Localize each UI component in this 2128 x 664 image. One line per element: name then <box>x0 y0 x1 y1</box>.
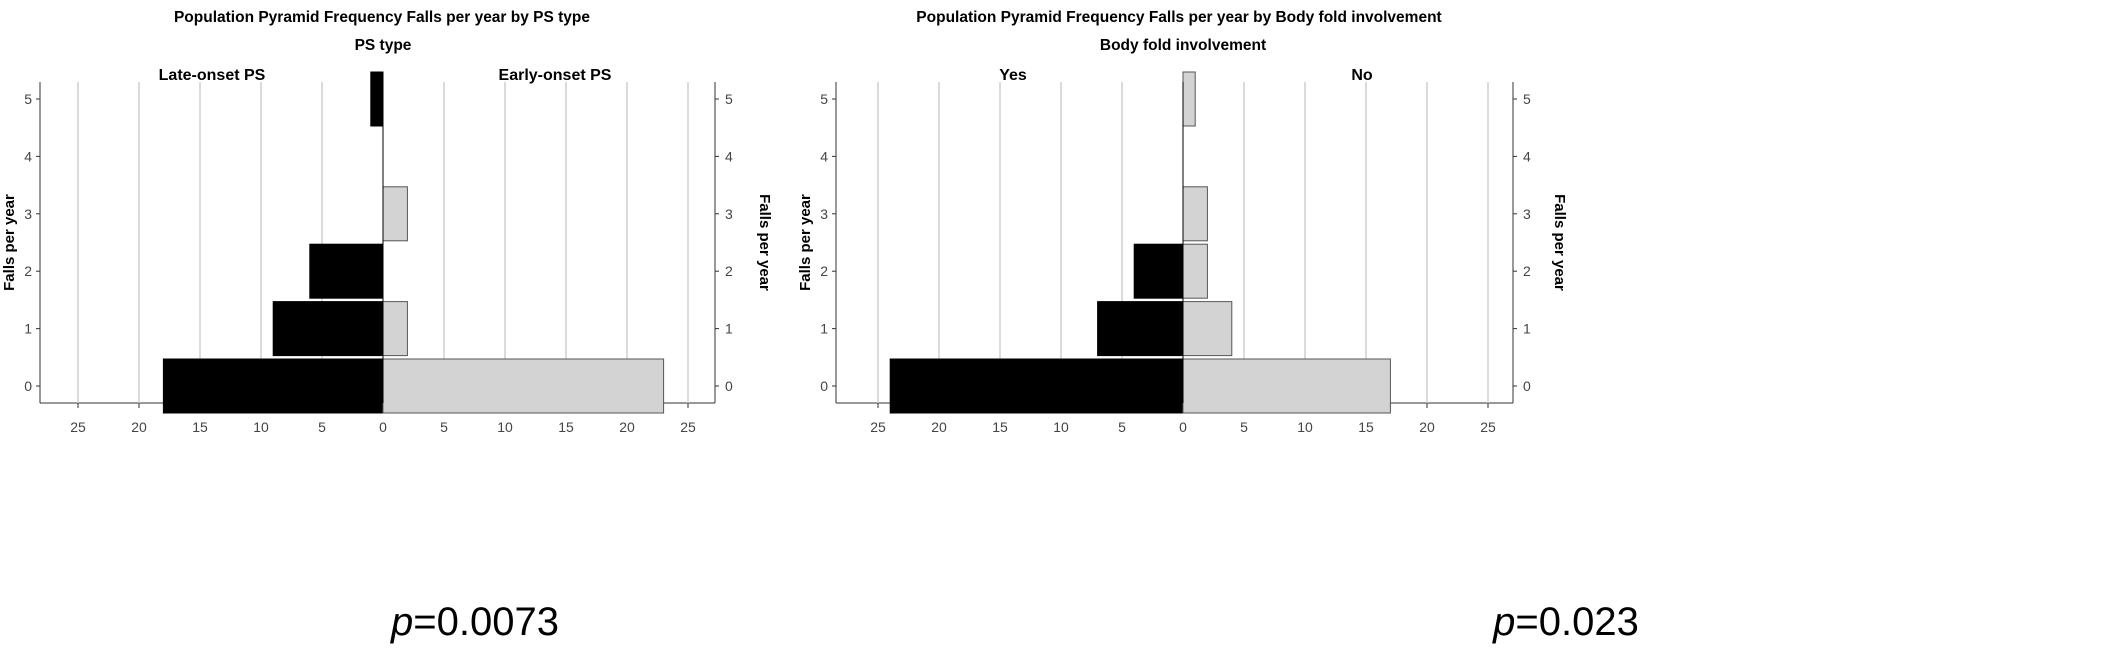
chart-2-x-tick-label: 20 <box>1419 419 1435 435</box>
p-value-left-number: =0.0073 <box>413 600 559 644</box>
chart-1-y-tick-label-right: 0 <box>725 378 733 394</box>
chart-1-bar-left <box>162 358 384 414</box>
chart-2-right-series-name: No <box>1351 67 1373 84</box>
chart-1-x-tick-label: 0 <box>379 419 387 435</box>
chart-1-y-axis-label-left: Falls per year <box>1 194 18 291</box>
chart-2-y-axis-label-left: Falls per year <box>797 194 814 291</box>
chart-1-x-tick-label: 20 <box>131 419 147 435</box>
chart-1-y-tick-label-right: 2 <box>725 263 733 279</box>
chart-2-y-tick-label-left: 0 <box>820 378 828 394</box>
chart-2-x-tick-label: 15 <box>992 419 1008 435</box>
chart-2-group-title: Body fold involvement <box>1100 37 1266 54</box>
chart-1-y-tick-label-right: 3 <box>725 206 733 222</box>
chart-1-x-tick-label: 15 <box>192 419 208 435</box>
chart-1-y-tick-label-left: 2 <box>24 263 32 279</box>
chart-1-right-series-name: Early-onset PS <box>499 67 612 84</box>
chart-1-bar-left <box>309 243 384 299</box>
chart-2-x-tick-label: 25 <box>870 419 886 435</box>
chart-2-x-tick-label: 20 <box>931 419 947 435</box>
chart-1-group-title: PS type <box>355 37 412 54</box>
chart-2-x-tick-label: 5 <box>1118 419 1126 435</box>
chart-2-y-tick-label-left: 2 <box>820 263 828 279</box>
chart-2-x-tick-label: 10 <box>1297 419 1313 435</box>
chart-1-x-tick-label: 5 <box>318 419 326 435</box>
chart-2-y-tick-label-right: 2 <box>1523 263 1531 279</box>
chart-1-x-tick-label: 10 <box>253 419 269 435</box>
chart-1-y-tick-label-left: 5 <box>24 91 32 107</box>
chart-1-x-tick-label: 5 <box>440 419 448 435</box>
chart-1-x-tick-label: 20 <box>619 419 635 435</box>
chart-2-bar-right <box>1182 358 1391 414</box>
chart-2-title: Population Pyramid Frequency Falls per y… <box>916 9 1441 26</box>
p-value-right-symbol: p <box>1493 600 1516 644</box>
chart-2-bar-right <box>1182 71 1196 127</box>
chart-1-y-tick-label-left: 1 <box>24 321 32 337</box>
p-value-left: p=0.0073 <box>391 600 559 645</box>
p-value-right-number: =0.023 <box>1515 600 1639 644</box>
chart-2-y-tick-label-right: 4 <box>1523 148 1531 164</box>
chart-1-title: Population Pyramid Frequency Falls per y… <box>174 9 590 26</box>
chart-2-y-axis-label-right: Falls per year <box>1551 194 1568 291</box>
chart-2-bar-right <box>1182 243 1208 299</box>
chart-1-y-tick-label-left: 4 <box>24 148 32 164</box>
chart-2-y-tick-label-right: 3 <box>1523 206 1531 222</box>
chart-2-y-tick-label-left: 5 <box>820 91 828 107</box>
chart-1-bar-right <box>382 301 408 357</box>
chart-2-bar-left <box>1133 243 1184 299</box>
chart-1-x-tick-label: 15 <box>558 419 574 435</box>
chart-2-left-series-name: Yes <box>999 67 1027 84</box>
chart-2-x-tick-label: 5 <box>1240 419 1248 435</box>
chart-2-y-tick-label-left: 3 <box>820 206 828 222</box>
chart-2-x-tick-label: 10 <box>1053 419 1069 435</box>
chart-2-y-tick-label-right: 1 <box>1523 321 1531 337</box>
chart-1-y-tick-label-right: 1 <box>725 321 733 337</box>
chart-2-x-tick-label: 25 <box>1480 419 1496 435</box>
chart-1-x-tick-label: 25 <box>680 419 696 435</box>
chart-1-y-tick-label-left: 3 <box>24 206 32 222</box>
chart-2-x-tick-label: 15 <box>1358 419 1374 435</box>
chart-2-y-tick-label-left: 1 <box>820 321 828 337</box>
chart-2-bar-left <box>1097 301 1184 357</box>
chart-2-x-tick-label: 0 <box>1179 419 1187 435</box>
p-value-right: p=0.023 <box>1493 600 1639 645</box>
chart-1-y-axis-label-right: Falls per year <box>756 194 773 291</box>
chart-1-x-tick-label: 25 <box>70 419 86 435</box>
chart-1-x-tick-label: 10 <box>497 419 513 435</box>
chart-1-y-tick-label-right: 4 <box>725 148 733 164</box>
chart-1-left-series-name: Late-onset PS <box>159 67 266 84</box>
chart-2-bar-right <box>1182 186 1208 242</box>
chart-1-bar-right <box>382 186 408 242</box>
chart-1-y-tick-label-right: 5 <box>725 91 733 107</box>
p-value-left-symbol: p <box>391 600 414 644</box>
chart-2-bar-right <box>1182 301 1233 357</box>
chart-2-y-tick-label-right: 5 <box>1523 91 1531 107</box>
chart-2-y-tick-label-left: 4 <box>820 148 828 164</box>
chart-1-bar-right <box>382 358 665 414</box>
chart-2-bar-left <box>889 358 1184 414</box>
chart-1-bar-left <box>272 301 384 357</box>
chart-1-y-tick-label-left: 0 <box>24 378 32 394</box>
chart-2-y-tick-label-right: 0 <box>1523 378 1531 394</box>
chart-1-bar-left <box>370 71 384 127</box>
